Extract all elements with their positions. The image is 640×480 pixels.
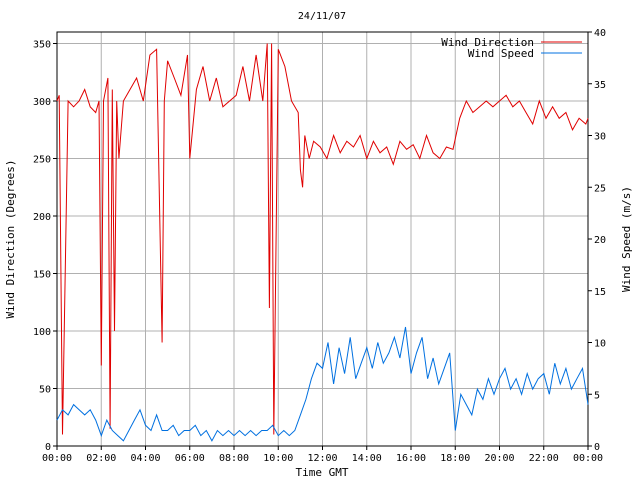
x-axis: 00:00 02:00 04:00 06:00 08:00 10:00 12:00 14:00… — [42, 446, 603, 464]
y-right-tick-label: 25 — [594, 183, 606, 194]
y-axis-right-label: Wind Speed (m/s) — [620, 186, 633, 292]
x-tick-label: 22:00 — [529, 453, 559, 464]
y-right-tick-label: 30 — [594, 132, 606, 143]
x-tick-label: 00:00 — [42, 453, 72, 464]
y-right-tick-label: 15 — [594, 287, 606, 298]
x-tick-label: 04:00 — [130, 453, 160, 464]
y-axis-right: 0 5 10 15 20 25 30 35 40 — [588, 28, 606, 453]
y-left-tick-label: 150 — [33, 270, 51, 281]
x-tick-label: 14:00 — [352, 453, 382, 464]
x-axis-label: Time GMT — [296, 466, 349, 479]
x-tick-label: 10:00 — [263, 453, 293, 464]
y-left-tick-label: 0 — [45, 442, 51, 453]
y-left-tick-label: 200 — [33, 212, 51, 223]
x-tick-label: 20:00 — [484, 453, 514, 464]
legend-direction-label: Wind Direction — [441, 36, 534, 49]
x-tick-label: 06:00 — [175, 453, 205, 464]
y-left-tick-label: 100 — [33, 327, 51, 338]
y-right-tick-label: 5 — [594, 390, 600, 401]
wind-direction-line — [56, 43, 589, 435]
y-left-tick-label: 300 — [33, 97, 51, 108]
y-axis-left-label: Wind Direction (Degrees) — [4, 160, 17, 319]
chart-title: 24/11/07 — [298, 11, 346, 22]
y-left-tick-label: 50 — [39, 385, 51, 396]
y-right-tick-label: 20 — [594, 235, 606, 246]
legend-speed-label: Wind Speed — [468, 47, 534, 60]
x-tick-label: 00:00 — [573, 453, 603, 464]
x-tick-label: 08:00 — [219, 453, 249, 464]
y-right-tick-label: 10 — [594, 339, 606, 350]
y-right-tick-label: 35 — [594, 80, 606, 91]
y-left-tick-label: 350 — [33, 40, 51, 51]
x-tick-label: 16:00 — [396, 453, 426, 464]
grid-lines — [56, 32, 589, 447]
x-tick-label: 18:00 — [440, 453, 470, 464]
series-group — [56, 43, 589, 442]
y-axis-left: 0 50 100 150 200 250 300 350 — [33, 40, 57, 453]
y-left-tick-label: 250 — [33, 155, 51, 166]
y-right-tick-label: 40 — [594, 28, 606, 39]
y-right-tick-label: 0 — [594, 442, 600, 453]
x-tick-label: 02:00 — [86, 453, 116, 464]
wind-speed-line — [56, 326, 589, 442]
legend: Wind Direction Wind Speed — [441, 36, 582, 60]
x-tick-label: 12:00 — [307, 453, 337, 464]
